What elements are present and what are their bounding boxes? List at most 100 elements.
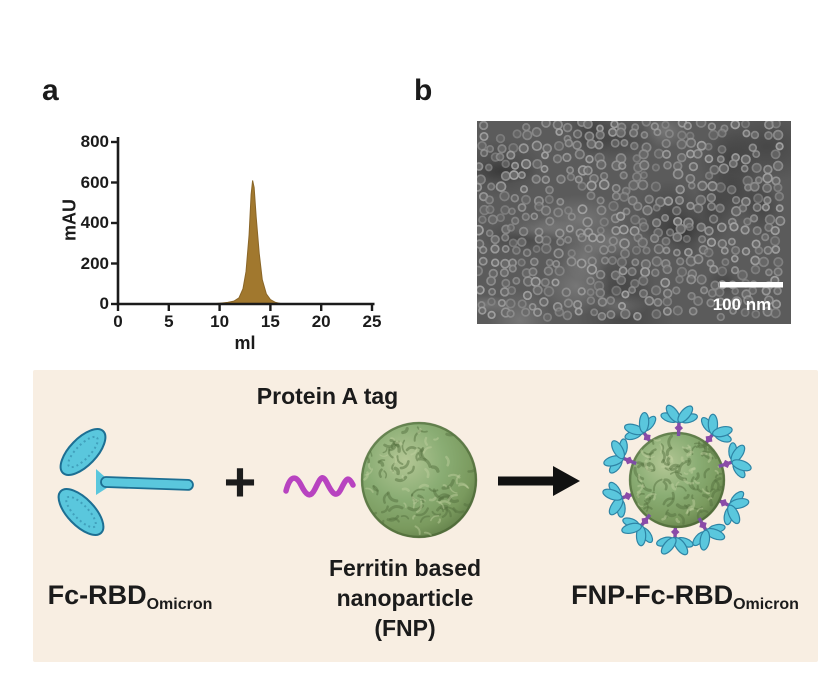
em-particle xyxy=(763,164,773,175)
em-particle xyxy=(608,236,618,246)
em-particle xyxy=(674,195,685,205)
em-particle xyxy=(517,258,526,267)
em-particle xyxy=(477,182,483,192)
sphere-wrinkle-dark xyxy=(467,463,476,473)
em-particle xyxy=(695,121,707,128)
sphere-wrinkle-dark xyxy=(399,460,410,470)
em-particle xyxy=(672,286,681,295)
em-particle xyxy=(764,295,774,306)
em-particle xyxy=(675,184,685,195)
em-particle xyxy=(695,194,707,206)
em-particle xyxy=(596,226,605,235)
sphere-wrinkle-light xyxy=(390,469,394,474)
sphere-wrinkle-dark xyxy=(662,480,668,491)
fnp-sphere-rim xyxy=(360,421,478,539)
em-particle xyxy=(530,276,541,287)
sphere-wrinkle-dark xyxy=(431,510,442,516)
em-particle xyxy=(754,246,764,255)
em-particle xyxy=(650,181,662,192)
em-particle xyxy=(564,235,573,244)
sphere-wrinkle-dark xyxy=(700,509,709,514)
em-particle xyxy=(627,195,638,206)
em-particle xyxy=(721,258,730,267)
em-particle xyxy=(631,245,642,255)
sphere-wrinkle-dark xyxy=(386,515,400,522)
em-particle xyxy=(543,266,554,276)
em-particle xyxy=(486,144,495,153)
em-particle xyxy=(662,296,673,307)
sphere-wrinkle-light xyxy=(437,518,442,524)
antibody-stem xyxy=(100,476,194,491)
sphere-wrinkle-light xyxy=(410,448,418,456)
em-particle xyxy=(566,166,575,175)
sphere-wrinkle-dark xyxy=(405,446,417,452)
sphere-wrinkle-light xyxy=(419,498,426,502)
em-particle xyxy=(508,264,517,273)
fc-rbd-label-main: Fc-RBD xyxy=(47,580,147,610)
sphere-wrinkle-dark xyxy=(662,459,670,466)
em-particle xyxy=(676,266,688,278)
sphere-wrinkle-light xyxy=(365,487,374,493)
sphere-wrinkle-light xyxy=(429,496,437,502)
em-particle xyxy=(651,163,660,172)
sphere-wrinkle-dark xyxy=(664,465,679,472)
em-particle xyxy=(762,172,773,184)
em-particle xyxy=(775,204,784,213)
em-particle xyxy=(576,258,587,269)
em-particle xyxy=(586,180,597,191)
em-particle xyxy=(574,175,583,184)
em-particle xyxy=(740,225,750,235)
sphere-wrinkle-light xyxy=(401,487,410,492)
em-particle xyxy=(517,203,527,212)
em-particle xyxy=(522,129,533,141)
em-particle xyxy=(496,213,505,223)
sphere-wrinkle-dark xyxy=(641,482,652,492)
sphere-wrinkle-dark xyxy=(702,450,714,460)
em-particle xyxy=(718,163,730,174)
em-particle xyxy=(644,194,654,204)
em-particle xyxy=(761,233,770,242)
x-tick-label: 25 xyxy=(362,312,382,331)
sphere-wrinkle-light xyxy=(403,502,407,508)
em-particle xyxy=(478,306,487,315)
em-particle xyxy=(512,276,521,285)
em-particle xyxy=(566,172,576,182)
em-particle xyxy=(487,310,496,320)
sphere-wrinkle-light xyxy=(661,466,671,472)
em-particle xyxy=(622,207,631,216)
em-particle xyxy=(596,205,607,216)
em-particle xyxy=(487,297,496,306)
em-particle xyxy=(490,244,500,254)
em-particle xyxy=(553,248,564,259)
sphere-wrinkle-dark xyxy=(401,439,407,455)
y-tick-label: 400 xyxy=(80,213,109,232)
sphere-wrinkle-dark xyxy=(686,457,692,466)
sphere-wrinkle-dark xyxy=(653,478,663,492)
em-particle xyxy=(662,246,671,255)
sphere-wrinkle-dark xyxy=(675,503,691,510)
em-particle xyxy=(551,278,560,287)
sphere-wrinkle-dark xyxy=(644,500,649,512)
sphere-wrinkle-light xyxy=(689,498,696,511)
em-particle xyxy=(485,229,494,238)
em-particle xyxy=(661,213,670,222)
em-particle xyxy=(687,291,696,301)
em-particle xyxy=(610,121,619,129)
sphere-wrinkle-dark xyxy=(387,505,404,512)
em-particle xyxy=(751,162,762,174)
sphere-wrinkle-light xyxy=(449,485,458,494)
em-particle xyxy=(528,267,538,277)
em-particle xyxy=(706,298,716,308)
sphere-wrinkle-light xyxy=(412,514,416,520)
sphere-wrinkle-dark xyxy=(669,471,683,476)
em-particle xyxy=(775,215,786,226)
em-particle xyxy=(651,218,662,228)
em-particle xyxy=(565,224,574,233)
em-particle xyxy=(540,277,550,287)
sphere-wrinkle-dark xyxy=(705,485,710,493)
sphere-wrinkle-dark xyxy=(441,479,455,490)
em-particle xyxy=(715,182,726,193)
em-particle xyxy=(731,195,741,205)
em-particle xyxy=(661,149,672,159)
em-particle xyxy=(477,174,486,185)
